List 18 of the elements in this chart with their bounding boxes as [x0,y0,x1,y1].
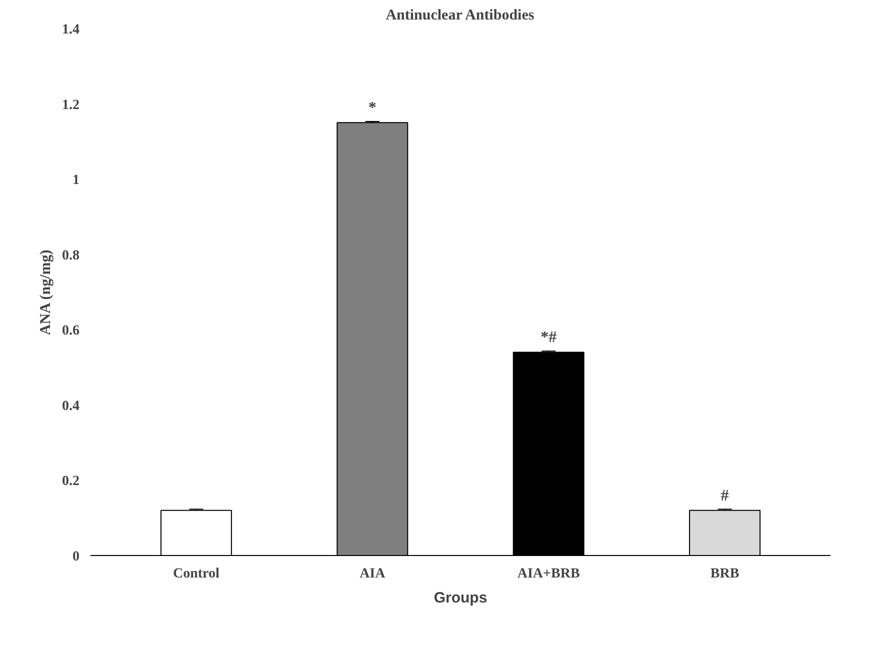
y-tick-label: 0 [72,550,80,564]
y-tick-label: 0.2 [62,474,80,490]
y-tick-label: 0.6 [62,324,80,339]
y-tick-label: 1.2 [62,98,80,113]
y-tick-label: 1 [72,173,80,188]
annotation: *# [540,329,557,346]
y-tick-label: 0.4 [62,398,80,414]
x-tick-label: AIA+BRB [517,566,580,582]
x-tick-label: Control [173,566,220,582]
annotation: * [368,100,376,117]
x-tick-label: AIA [360,566,386,582]
chart-title: Antinuclear Antibodies [386,8,534,24]
x-axis-title: Groups [434,590,488,606]
x-tick-label: BRB [710,566,740,582]
y-tick-label: 1.4 [62,22,80,38]
annotation: # [720,487,729,504]
y-axis-title: ANA (ng/mg) [38,250,54,336]
y-tick-label: 0.8 [62,248,80,264]
